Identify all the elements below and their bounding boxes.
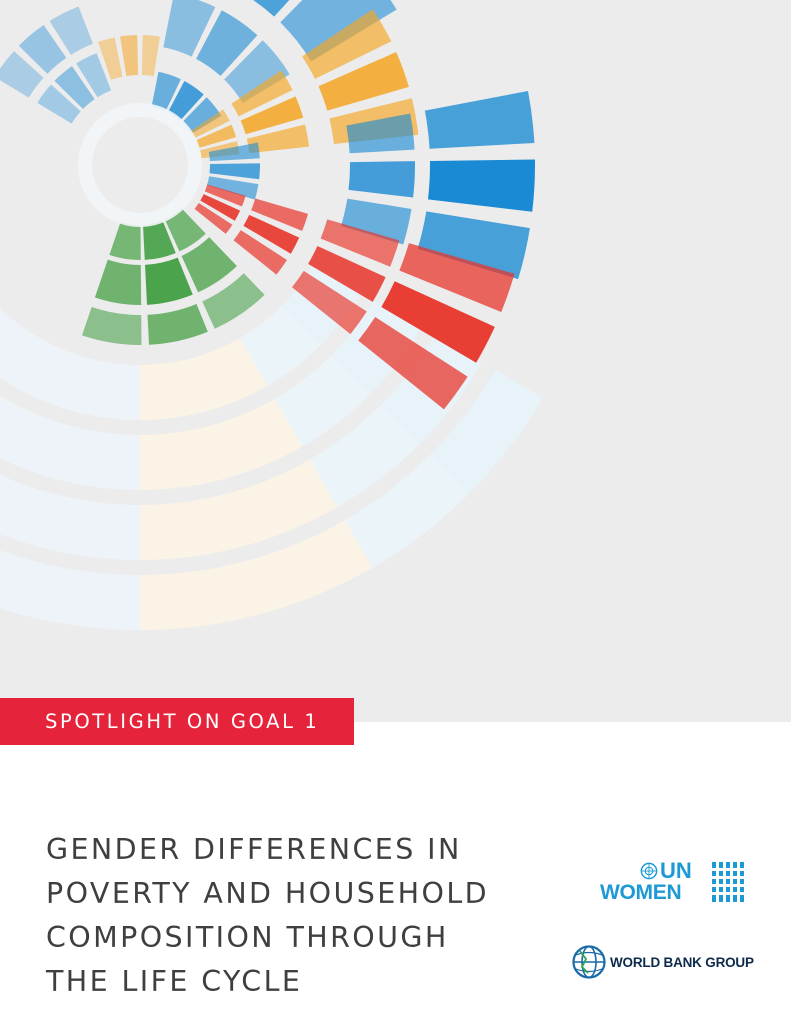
wheel-segment — [76, 53, 112, 98]
wheel-segment — [141, 35, 160, 77]
wheel-segment — [208, 142, 260, 162]
wheel-segment — [424, 90, 535, 149]
wheel-segment — [54, 66, 95, 109]
wheel-segment — [145, 257, 193, 305]
wheel-segment — [252, 0, 290, 17]
wheel-segment — [163, 0, 216, 57]
wheel-segment — [427, 159, 535, 212]
wheel-segment — [202, 273, 265, 329]
wheel-segment — [291, 270, 367, 335]
un-emblem-icon — [640, 862, 658, 880]
un-women-logo: UN WOMEN — [600, 860, 750, 906]
wheel-segment — [233, 230, 287, 275]
wheel-segment — [168, 81, 204, 121]
wheel-segment — [302, 9, 392, 79]
wheel-segment — [209, 163, 260, 180]
wheel-segment — [196, 10, 258, 77]
wheel-segment — [143, 220, 176, 260]
wheel-segment — [348, 161, 415, 198]
wheel-segment — [18, 24, 67, 74]
wheel-segment — [318, 52, 409, 111]
wheel-segment — [120, 35, 139, 77]
un-women-equality-icon — [710, 862, 746, 902]
wheel-halo-segment — [0, 307, 140, 420]
world-bank-globe-icon — [572, 945, 606, 979]
cover-art — [0, 0, 791, 722]
wheel-segment — [194, 202, 233, 234]
spotlight-banner: SPOTLIGHT ON GOAL 1 — [0, 698, 354, 745]
wheel-segment — [358, 316, 468, 410]
wheel-segment — [182, 97, 222, 134]
wheel-segment — [240, 96, 304, 135]
wheel-segment — [0, 50, 44, 98]
title-line: COMPOSITION THROUGH — [46, 921, 449, 954]
wheel-segment — [194, 124, 237, 149]
un-women-line2: WOMEN — [600, 881, 682, 904]
wheel-segment — [251, 198, 309, 231]
world-bank-group-logo: WORLD BANK GROUP — [572, 944, 754, 980]
wheel-segment — [399, 243, 515, 312]
wheel-segment — [151, 71, 181, 111]
wheel-segment — [243, 214, 300, 254]
wheel-halo-segment — [0, 550, 140, 630]
wheel-halo-segment — [345, 370, 543, 568]
wheel-segment — [381, 281, 495, 363]
spotlight-label: SPOTLIGHT ON GOAL 1 — [45, 710, 320, 733]
wheel-segment — [204, 184, 246, 207]
wheel-inner-ring — [78, 103, 202, 228]
wheel-segment — [231, 70, 293, 117]
title-line: GENDER DIFFERENCES IN — [46, 833, 462, 866]
wheel-segment — [81, 306, 142, 345]
wheel-segment — [200, 194, 241, 221]
wheel-segment — [224, 40, 290, 103]
wheel-segment — [189, 109, 230, 139]
wheel-halo-segment — [0, 395, 140, 490]
wheel-segment — [207, 176, 259, 200]
wheel-segment — [37, 84, 81, 124]
wheel-halo-segment — [0, 474, 140, 560]
sdg-wheel-graphic — [0, 0, 543, 630]
world-bank-label: WORLD BANK GROUP — [610, 954, 754, 970]
wheel-segment — [109, 221, 141, 260]
wheel-segment — [417, 211, 530, 280]
wheel-segment — [147, 303, 208, 345]
title-line: THE LIFE CYCLE — [46, 965, 303, 998]
report-title: GENDER DIFFERENCES IN POVERTY AND HOUSEH… — [46, 828, 566, 1004]
title-line: POVERTY AND HOUSEHOLD — [46, 877, 489, 910]
wheel-segment — [49, 6, 93, 55]
wheel-segment — [164, 208, 206, 252]
wheel-segment — [181, 237, 237, 293]
wheel-segment — [246, 124, 310, 154]
wheel-segment — [320, 219, 400, 267]
wheel-segment — [308, 245, 386, 302]
un-women-line1: UN — [660, 858, 692, 883]
wheel-segment — [341, 198, 412, 245]
wheel-segment — [94, 259, 142, 305]
wheel-segment — [346, 113, 415, 154]
wheel-segment — [98, 37, 123, 80]
